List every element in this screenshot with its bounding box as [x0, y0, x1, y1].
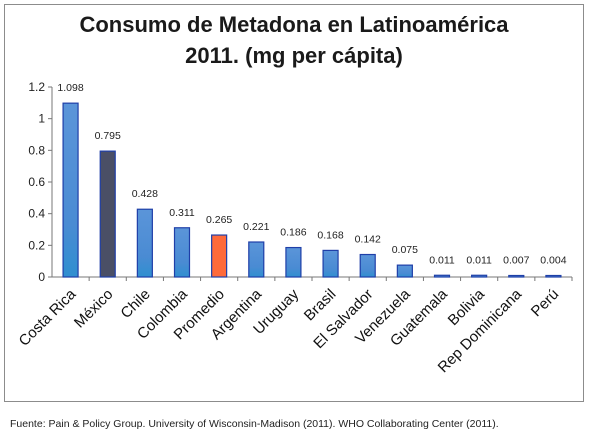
bar: [136, 208, 153, 278]
bar-chart: 0 0.2 0.4 0.6 0.8 1 1.2 1.098 Costa Rica 0.795 Méx…: [16, 80, 573, 376]
data-label: 1.098: [57, 82, 83, 94]
data-label: 0.011: [429, 254, 455, 266]
y-tick-label: 0: [38, 270, 45, 284]
bar: [99, 150, 116, 278]
bar: [545, 274, 562, 278]
bar: [433, 274, 451, 278]
bar: [248, 241, 265, 278]
chart-title-line1: Consumo de Metadona en Latinoamérica: [79, 12, 509, 37]
bar: [508, 274, 525, 278]
bar: [62, 102, 79, 278]
bar: [359, 253, 376, 278]
data-label: 0.168: [317, 229, 343, 241]
y-tick-label: 1: [38, 112, 45, 126]
bar: [322, 249, 339, 278]
source-note: Fuente: Pain & Policy Group. University …: [10, 418, 499, 430]
data-label: 0.075: [392, 244, 418, 256]
y-tick-label: 1.2: [28, 80, 45, 94]
data-label: 0.011: [466, 254, 492, 266]
data-label: 0.265: [206, 214, 232, 226]
bar: [211, 234, 228, 278]
y-tick-label: 0.8: [28, 143, 45, 157]
x-tick-label: Perú: [528, 286, 562, 320]
data-label: 0.428: [132, 188, 158, 200]
data-label: 0.221: [243, 221, 269, 233]
data-label: 0.186: [280, 227, 306, 239]
data-label: 0.142: [355, 234, 381, 246]
x-tick-label: México: [71, 286, 117, 332]
bar: [471, 274, 488, 278]
y-tick-label: 0.2: [28, 238, 45, 252]
x-tick-label: Costa Rica: [16, 285, 80, 349]
data-label: 0.795: [95, 130, 121, 142]
data-label: 0.004: [540, 255, 566, 267]
data-label: 0.007: [503, 255, 529, 267]
y-tick-label: 0.6: [28, 175, 45, 189]
chart-title-line2: 2011. (mg per cápita): [185, 43, 403, 68]
data-label: 0.311: [169, 207, 195, 219]
bar: [173, 227, 191, 278]
bar: [285, 246, 302, 278]
y-tick-label: 0.4: [28, 207, 45, 221]
bar: [396, 264, 413, 278]
